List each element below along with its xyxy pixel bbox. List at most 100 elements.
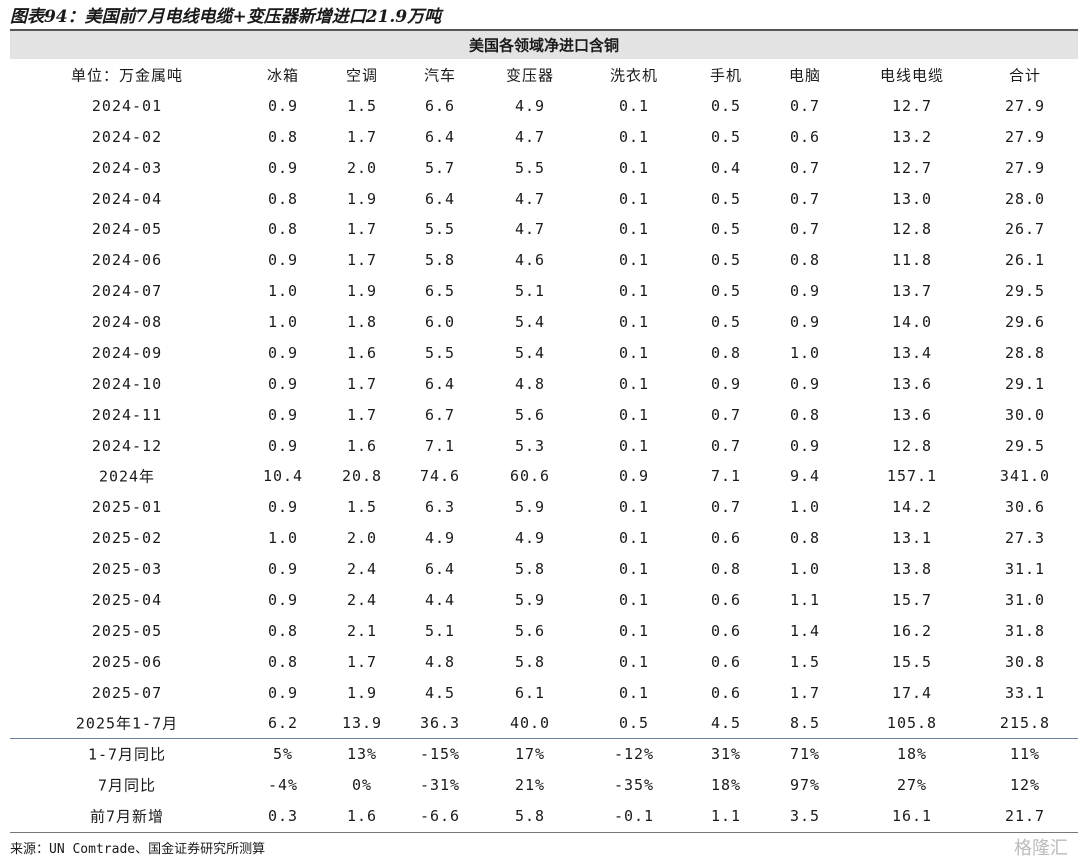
cell: 5.6	[514, 405, 546, 424]
cell: 6.7	[424, 405, 456, 424]
cell: 0.1	[618, 436, 650, 455]
watermark: 格隆汇	[1014, 838, 1068, 859]
cell: 4.5	[424, 683, 456, 702]
cell: -6.6	[419, 807, 461, 825]
cell: 1.0	[789, 498, 821, 517]
cell: 0.1	[618, 158, 650, 177]
row-label: 2024-09	[91, 343, 163, 362]
cell: 0.1	[618, 683, 650, 702]
row-label: 前7月新增	[89, 807, 165, 826]
cell: 2.1	[346, 621, 378, 640]
row-label: 2025-07	[91, 683, 163, 702]
cell: 6.4	[424, 127, 456, 146]
cell: 1.0	[267, 529, 299, 548]
cell: 0.5	[618, 714, 650, 733]
cell: 0.8	[267, 220, 299, 239]
cell: 7.1	[710, 467, 742, 486]
cell: 0.1	[618, 405, 650, 424]
cell: 1.7	[346, 220, 378, 239]
cell: 3.5	[789, 807, 821, 825]
cell: 4.4	[424, 590, 456, 609]
cell: 0.9	[267, 343, 299, 362]
cell: 5.5	[424, 343, 456, 362]
rule	[10, 738, 1078, 739]
cell: 11.8	[891, 251, 933, 270]
cell: 5.4	[514, 313, 546, 332]
cell: 17.4	[891, 683, 933, 702]
cell: 0.7	[710, 436, 742, 455]
cell: 4.7	[514, 189, 546, 208]
cell: 13.4	[891, 343, 933, 362]
cell: 14.2	[891, 498, 933, 517]
cell: 40.0	[509, 714, 551, 733]
cell: 0.8	[267, 621, 299, 640]
cell: 0.5	[710, 189, 742, 208]
cell: 0.8	[710, 560, 742, 579]
rule	[10, 29, 1078, 31]
cell: 5.6	[514, 621, 546, 640]
cell: 0.6	[710, 683, 742, 702]
cell: 0.7	[789, 158, 821, 177]
cell: 0.6	[710, 529, 742, 548]
row-label: 2024-06	[91, 251, 163, 270]
cell: 0.1	[618, 529, 650, 548]
cell: 27.9	[1004, 127, 1046, 146]
cell: 0.9	[789, 436, 821, 455]
cell: 0.5	[710, 220, 742, 239]
cell: 1.5	[346, 498, 378, 517]
cell: 0.1	[618, 560, 650, 579]
cell: 0.9	[267, 158, 299, 177]
cell: 27%	[896, 776, 928, 795]
cell: 18%	[896, 745, 928, 764]
title: 图表94：美国前7月电线电缆+变压器新增进口21.9万吨	[10, 7, 442, 27]
cell: 13.1	[891, 529, 933, 548]
row-label: 2024-04	[91, 189, 163, 208]
cell: 1.1	[789, 590, 821, 609]
cell: 0.9	[267, 436, 299, 455]
column-header: 电线电缆	[879, 66, 945, 85]
cell: 16.1	[891, 807, 933, 825]
cell: 2.0	[346, 529, 378, 548]
cell: 0.1	[618, 621, 650, 640]
cell: 31.0	[1004, 590, 1046, 609]
cell: 0.6	[789, 127, 821, 146]
row-label: 7月同比	[97, 776, 157, 795]
cell: 13.6	[891, 405, 933, 424]
cell: 12.8	[891, 436, 933, 455]
cell: 0.5	[710, 251, 742, 270]
cell: 13%	[346, 745, 378, 764]
cell: 60.6	[509, 467, 551, 486]
cell: 5.9	[514, 498, 546, 517]
cell: 0.8	[267, 127, 299, 146]
cell: 9.4	[789, 467, 821, 486]
cell: 0.1	[618, 498, 650, 517]
cell: 0.8	[789, 405, 821, 424]
cell: 0.7	[710, 405, 742, 424]
cell: 4.7	[514, 220, 546, 239]
cell: 5.5	[424, 220, 456, 239]
cell: 1.6	[346, 343, 378, 362]
cell: 0.1	[618, 343, 650, 362]
cell: 1.0	[267, 313, 299, 332]
cell: 6.5	[424, 282, 456, 301]
cell: 16.2	[891, 621, 933, 640]
cell: 12%	[1009, 776, 1041, 795]
cell: 0.5	[710, 127, 742, 146]
cell: 0.5	[710, 97, 742, 115]
cell: 0.5	[710, 282, 742, 301]
cell: 0.1	[618, 590, 650, 609]
cell: 0.7	[789, 97, 821, 115]
cell: 0.9	[267, 97, 299, 115]
cell: 29.5	[1004, 436, 1046, 455]
row-label: 2024-03	[91, 158, 163, 177]
cell: 5.7	[424, 158, 456, 177]
cell: 36.3	[419, 714, 461, 733]
cell: 1.9	[346, 683, 378, 702]
cell: 29.6	[1004, 313, 1046, 332]
row-label: 2024-01	[91, 97, 163, 115]
cell: 4.5	[710, 714, 742, 733]
cell: 0.6	[710, 590, 742, 609]
cell: 4.8	[424, 652, 456, 671]
cell: 6.0	[424, 313, 456, 332]
